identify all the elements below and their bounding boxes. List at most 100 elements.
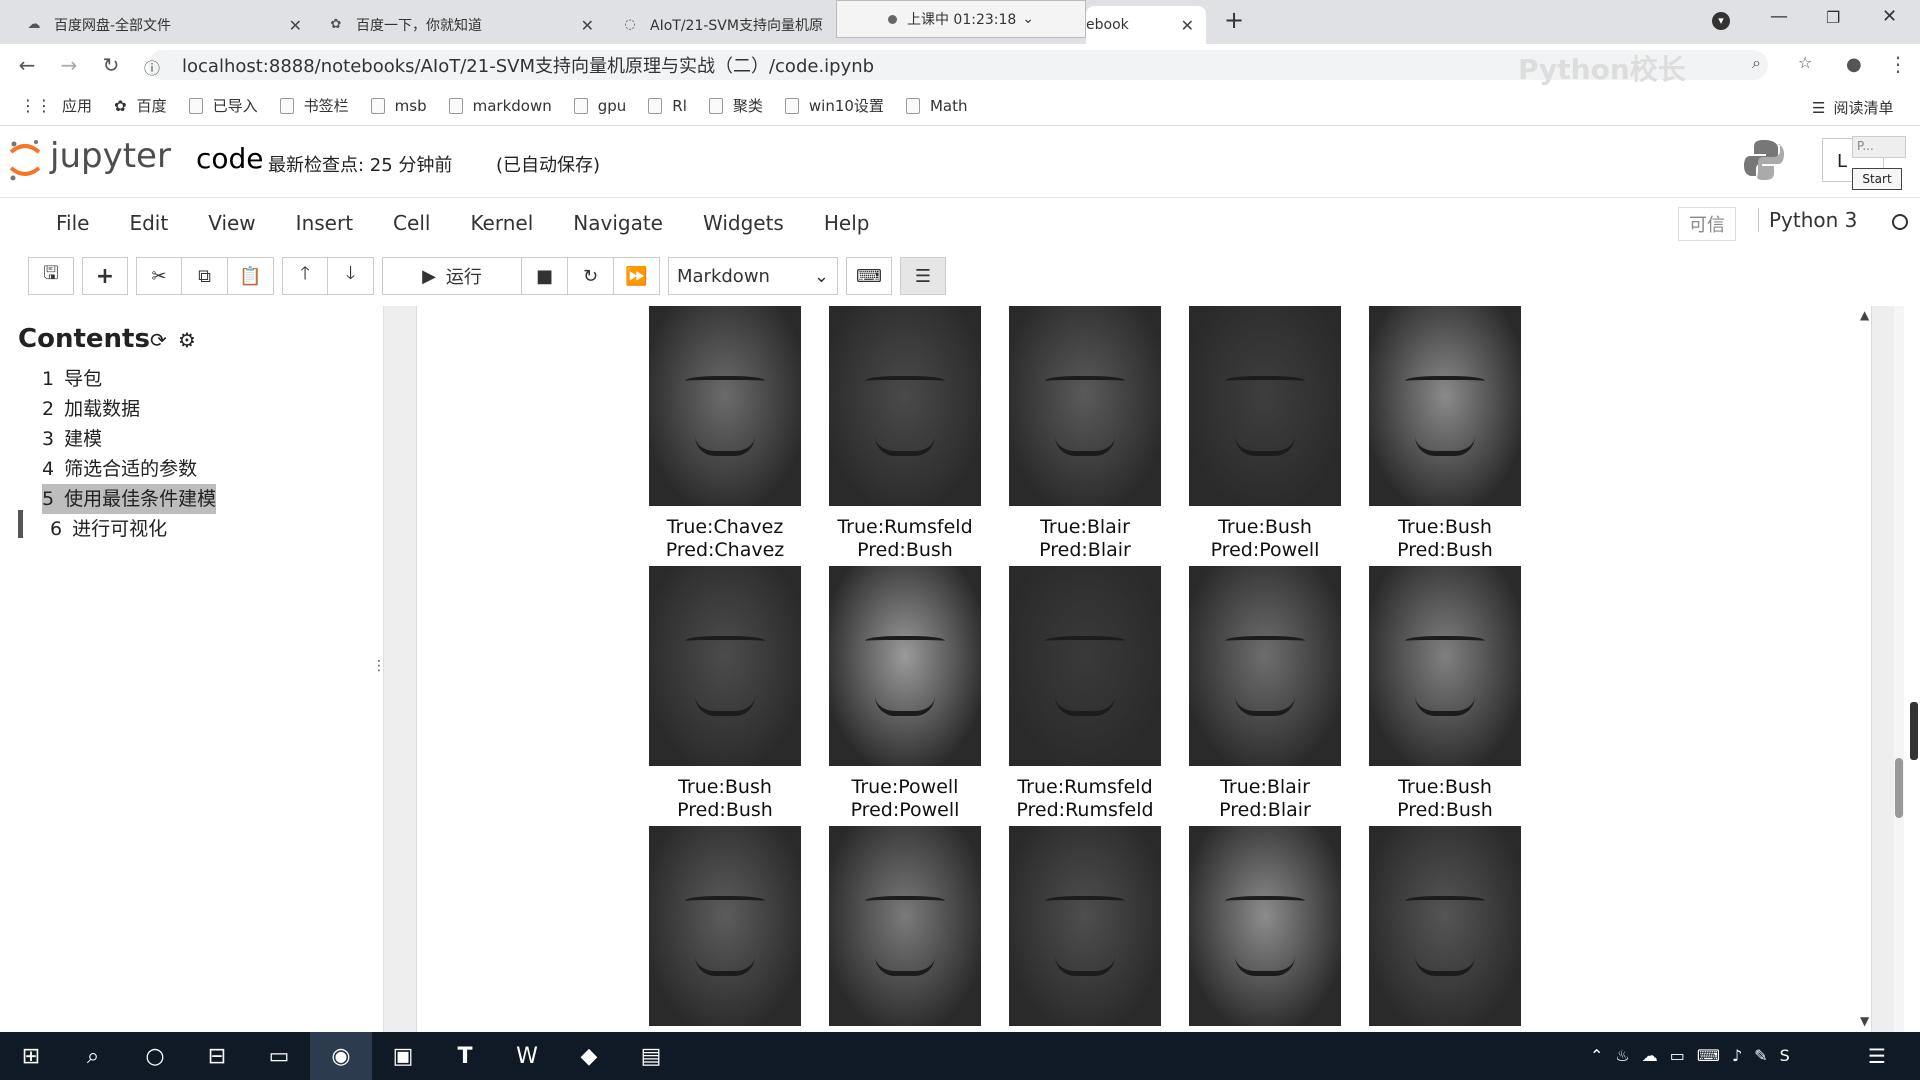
gear-icon[interactable]: ⚙ [178, 328, 196, 352]
minimize-icon[interactable]: — [1770, 6, 1788, 27]
close-tab-icon[interactable]: ✕ [1180, 15, 1194, 35]
refresh-icon[interactable]: ⟳ [150, 328, 167, 352]
notebook-name[interactable]: code [196, 142, 264, 175]
side-scroll-grip[interactable] [1910, 702, 1918, 760]
recording-indicator[interactable]: 上课中 01:23:18 ⌄ [836, 0, 1086, 38]
scroll-down-icon[interactable]: ▼ [1860, 1014, 1870, 1028]
zoom-icon[interactable]: ⌕ [1752, 53, 1761, 72]
apps-grid-icon: ⋮⋮ [20, 96, 52, 115]
bookmark-baidu[interactable]: ✿ 百度 [114, 95, 167, 116]
stop-icon[interactable]: ■ [522, 257, 568, 295]
app-icon[interactable]: ▣ [392, 1043, 414, 1069]
keyboard-icon[interactable]: ⌨ [846, 257, 892, 295]
more-menu-icon[interactable]: ⋮ [1888, 52, 1908, 76]
tab-baidu[interactable]: ✿ 百度一下，你就知道 ✕ [316, 6, 606, 44]
toc-item-current[interactable]: 6 进行可视化 [50, 514, 216, 544]
menu-cell[interactable]: Cell [393, 211, 431, 235]
windows-start-icon[interactable]: ⊞ [21, 1043, 41, 1069]
add-cell-icon[interactable]: + [82, 257, 128, 295]
reload-icon[interactable]: ↻ [102, 53, 120, 77]
face-image [649, 306, 801, 506]
bookmark-markdown[interactable]: markdown [448, 97, 552, 115]
menu-kernel[interactable]: Kernel [470, 211, 534, 235]
jupyter-logo-icon[interactable] [8, 138, 42, 182]
fast-forward-icon[interactable]: ⏩ [614, 257, 660, 295]
system-tray-icons[interactable]: ⌃♨☁▭⌨♪✎S [1590, 1046, 1802, 1065]
face-pred-label: Pred:Bush [677, 799, 773, 821]
toc-item[interactable]: 2 加载数据 [42, 394, 216, 424]
terminal-icon[interactable]: ▤ [640, 1043, 662, 1069]
cell-type-select[interactable]: Markdown ⌄ [668, 257, 838, 295]
move-up-icon[interactable]: 🡑 [282, 257, 328, 295]
folder-icon [279, 97, 294, 114]
tab-search-icon[interactable]: ▾ [1712, 12, 1730, 30]
scroll-up-icon[interactable]: ▲ [1860, 308, 1870, 322]
paste-icon[interactable]: 📋 [228, 257, 274, 295]
bookmark-apps[interactable]: ⋮⋮ 应用 [20, 95, 92, 116]
wps-icon[interactable]: W [516, 1043, 538, 1069]
resize-handle-icon[interactable]: ⋮ [372, 658, 386, 674]
menu-widgets[interactable]: Widgets [703, 211, 784, 235]
scrollbar-thumb[interactable] [1895, 758, 1903, 818]
menu-help[interactable]: Help [823, 211, 870, 235]
cut-icon[interactable]: ✂ [136, 257, 182, 295]
face-pred-label: Pred:Powell [850, 799, 960, 821]
bookmark-msb[interactable]: msb [370, 97, 427, 115]
toc-item[interactable]: 4 筛选合适的参数 [42, 454, 216, 484]
toc-item-highlighted[interactable]: 5 使用最佳条件建模 [42, 484, 217, 514]
notifications-icon[interactable]: ☰ [1868, 1044, 1886, 1068]
face-true-label: True:Bush [1218, 516, 1312, 538]
menu-file[interactable]: File [56, 211, 90, 235]
face-image [1369, 566, 1521, 766]
menu-insert[interactable]: Insert [295, 211, 354, 235]
copy-icon[interactable]: ⧉ [182, 257, 228, 295]
menu-edit[interactable]: Edit [129, 211, 169, 235]
trusted-indicator[interactable]: 可信 [1678, 207, 1736, 241]
close-tab-icon[interactable]: ✕ [580, 15, 594, 35]
search-icon[interactable]: ⌕ [86, 1043, 100, 1069]
new-tab-icon[interactable]: + [1224, 6, 1245, 34]
file-explorer-icon[interactable]: ▭ [268, 1043, 290, 1069]
face-image [1189, 566, 1341, 766]
toc-item[interactable]: 3 建模 [42, 424, 216, 454]
back-icon[interactable]: ← [18, 53, 36, 77]
bookmark-label: Rl [672, 96, 687, 115]
forward-icon[interactable]: → [60, 53, 78, 77]
close-tab-icon[interactable]: ✕ [288, 15, 302, 35]
star-icon[interactable]: ☆ [1798, 53, 1813, 72]
scrollbar-track[interactable] [1894, 306, 1904, 1032]
bookmark-gpu[interactable]: gpu [573, 97, 626, 115]
typora-icon[interactable]: T [457, 1043, 473, 1069]
chrome-icon[interactable]: ◉ [310, 1032, 372, 1080]
save-icon[interactable]: 🖫 [28, 257, 74, 295]
toc-item[interactable]: 1 导包 [42, 364, 216, 394]
bookmark-win10[interactable]: win10设置 [784, 95, 884, 116]
face-features [1225, 896, 1305, 908]
menu-navigate[interactable]: Navigate [573, 211, 663, 235]
run-button[interactable]: ▶ 运行 [382, 257, 522, 295]
toc-toggle-icon[interactable]: ☰ [900, 257, 946, 295]
menu-view[interactable]: View [208, 211, 256, 235]
bookmark-bar-folder[interactable]: 书签栏 [279, 95, 349, 116]
tab-title: 百度网盘-全部文件 [54, 18, 172, 34]
start-button[interactable]: Start [1852, 168, 1902, 190]
restore-icon[interactable]: ❐ [1826, 8, 1841, 27]
app-icon-2[interactable]: ◆ [580, 1043, 598, 1069]
task-view-icon[interactable]: ⊟ [207, 1043, 227, 1069]
recording-time: 上课中 01:23:18 [906, 12, 1017, 28]
tab-baidu-pan[interactable]: ☁ 百度网盘-全部文件 ✕ [14, 6, 314, 44]
close-window-icon[interactable]: ✕ [1882, 6, 1898, 27]
reading-list[interactable]: ☰ 阅读清单 [1812, 97, 1893, 118]
tab-jupyter[interactable]: ebook ✕ [1086, 6, 1206, 44]
profile-icon[interactable]: ● [1846, 54, 1862, 75]
move-down-icon[interactable]: 🡓 [328, 257, 374, 295]
cortana-icon[interactable]: ○ [145, 1043, 165, 1069]
tab-aiot[interactable]: ◌ AIoT/21-SVM支持向量机原 [610, 6, 836, 44]
bookmark-clustering[interactable]: 聚类 [708, 95, 763, 116]
bookmark-math[interactable]: Math [905, 97, 967, 115]
restart-icon[interactable]: ↻ [568, 257, 614, 295]
bookmark-imported[interactable]: 已导入 [188, 95, 258, 116]
url-field[interactable]: ⓘ localhost:8888/notebooks/AIoT/21-SVM支持… [144, 50, 1812, 86]
tab-title: 百度一下，你就知道 [356, 18, 482, 34]
bookmark-rl[interactable]: Rl [648, 97, 687, 115]
